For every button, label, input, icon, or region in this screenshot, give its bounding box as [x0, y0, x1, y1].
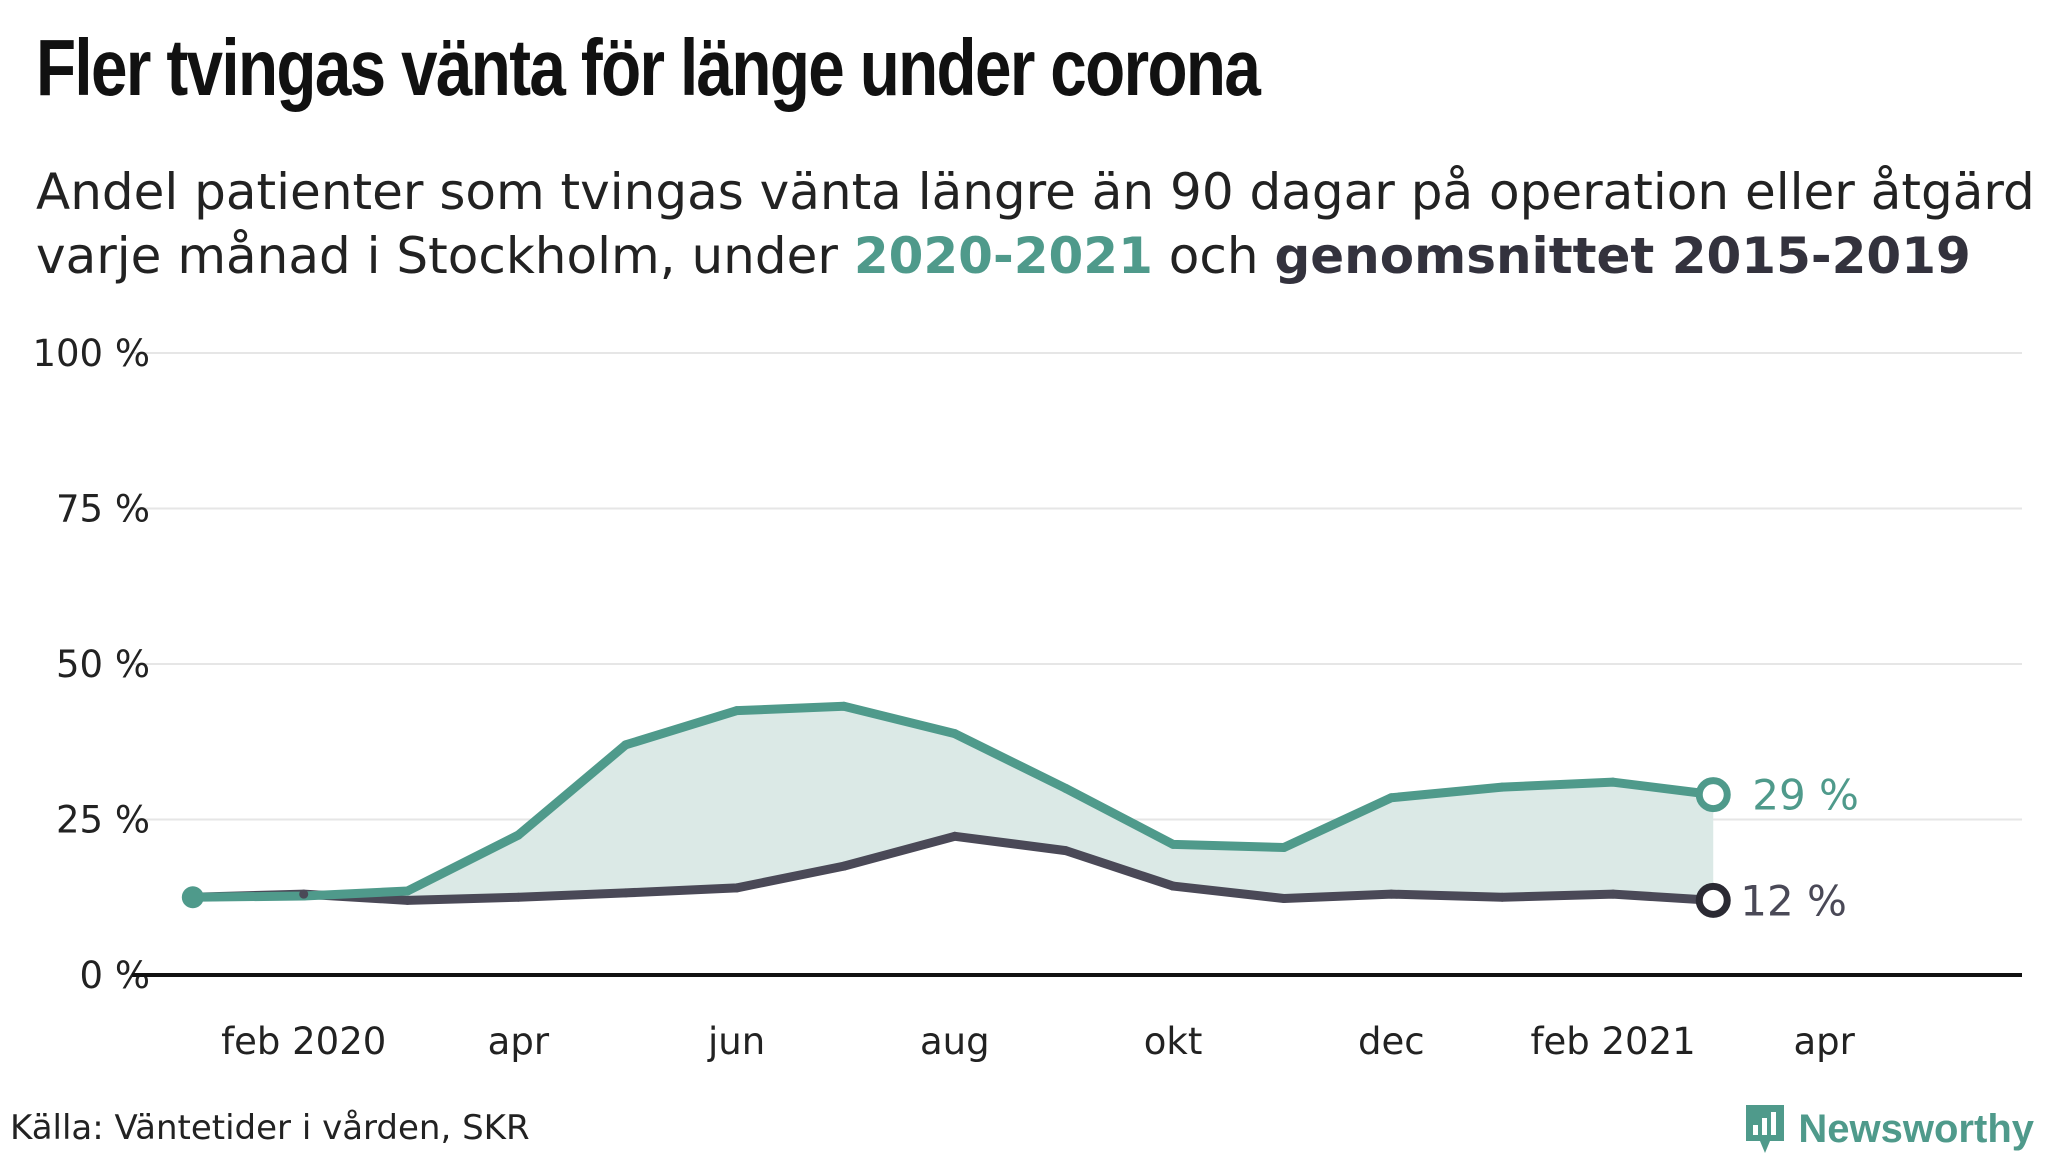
series-point-2020 [402, 886, 412, 896]
x-tick-label: aug [920, 1020, 990, 1063]
x-tick-label: apr [488, 1020, 550, 1063]
series-end-point-average [1695, 882, 1731, 918]
brand-logo: Newsworthy [1742, 1100, 2034, 1158]
y-tick-label: 75 % [56, 488, 150, 531]
series-point-average [950, 831, 960, 841]
series-point-average [402, 895, 412, 905]
brand-name: Newsworthy [1798, 1106, 2034, 1151]
series-point-average [1279, 893, 1289, 903]
newsworthy-logo-icon [1746, 1105, 1785, 1153]
series-point-2020 [839, 701, 849, 711]
series-point-average [1497, 892, 1507, 902]
series-point-2020 [1608, 777, 1618, 787]
chart-title: Fler tvingas vänta för länge under coron… [36, 23, 1261, 112]
x-tick-label: jun [707, 1020, 765, 1063]
series-point-2020 [1061, 783, 1071, 793]
x-tick-label: feb 2021 [1530, 1020, 1695, 1063]
end-label-2020: 29 % [1752, 771, 1859, 820]
y-tick-label: 25 % [56, 799, 150, 842]
series-point-average [732, 883, 742, 893]
x-tick-label: feb 2020 [221, 1020, 386, 1063]
end-label-average: 12 % [1740, 876, 1847, 925]
series-point-2020 [1386, 793, 1396, 803]
series-point-2020 [1168, 839, 1178, 849]
subtitle-line1: Andel patienter som tvingas vänta längre… [36, 163, 2035, 221]
series-point-average [1386, 889, 1396, 899]
series-point-2020 [1497, 782, 1507, 792]
series-start-point [181, 886, 204, 909]
subtitle-line2-middle: och [1152, 227, 1275, 285]
chart-subtitle: Andel patienter som tvingas vänta längre… [36, 160, 2036, 288]
y-tick-label: 50 % [56, 643, 150, 686]
difference-area [192, 706, 1714, 901]
x-tick-label: apr [1793, 1020, 1855, 1063]
subtitle-series-2020-label: 2020-2021 [853, 227, 1153, 285]
series-point-average [621, 888, 631, 898]
series-point-average [513, 892, 523, 902]
series-point-average [1061, 846, 1071, 856]
source-note: Källa: Väntetider i vården, SKR [10, 1108, 530, 1148]
series-point-average [299, 889, 309, 899]
series-point-2020 [732, 706, 742, 716]
y-tick-label: 100 % [32, 332, 150, 375]
x-tick-label: okt [1144, 1020, 1203, 1063]
series-point-average [1608, 889, 1618, 899]
series-point-average [839, 861, 849, 871]
series-point-2020 [513, 830, 523, 840]
series-point-2020 [621, 740, 631, 750]
subtitle-series-average-label: genomsnittet 2015-2019 [1274, 227, 1971, 285]
series-point-2020 [950, 729, 960, 739]
series-point-2020 [1279, 842, 1289, 852]
series-point-average [1168, 881, 1178, 891]
series-end-point-2020 [1695, 777, 1731, 813]
x-tick-label: dec [1358, 1020, 1425, 1063]
subtitle-line2-before: varje månad i Stockholm, under [36, 227, 854, 285]
